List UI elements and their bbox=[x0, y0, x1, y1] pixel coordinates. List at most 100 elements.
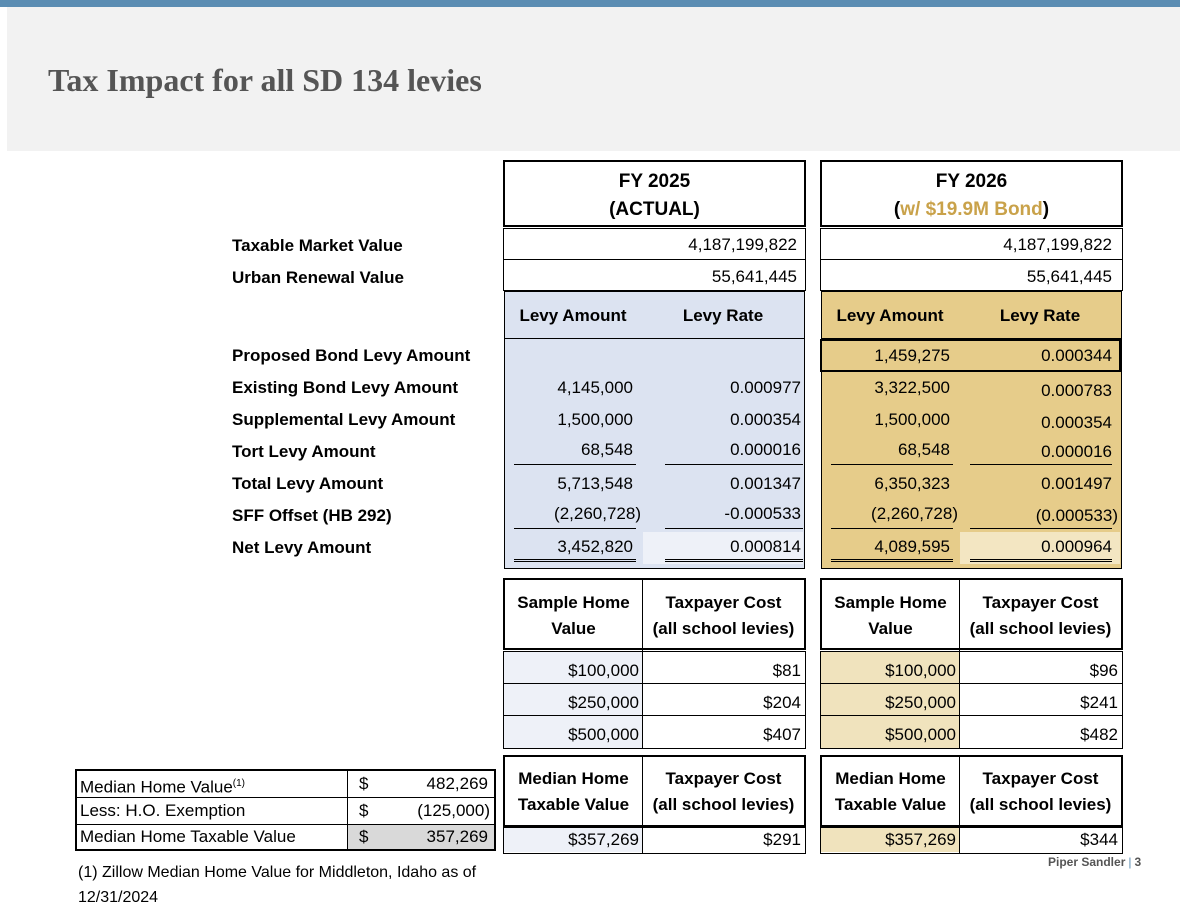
fy2026-levy-panel bbox=[821, 291, 1122, 569]
fy2026-net-amount-double-rule bbox=[831, 559, 953, 562]
fy2025-sff-rate-rule bbox=[665, 528, 803, 529]
fy2025-sample-body-box bbox=[503, 651, 806, 749]
fy2026-net-rate-cell bbox=[960, 532, 1120, 564]
fy2026-sample-cost-3: $482 bbox=[1080, 725, 1118, 744]
fy2026-sample-body-box bbox=[820, 651, 1123, 749]
fy2025-existing-amount: 4,145,000 bbox=[557, 378, 633, 397]
median-row-home-value: Median Home Value(1) $ 482,269 bbox=[77, 771, 494, 797]
brand-separator: | bbox=[1128, 855, 1132, 869]
brand-footer: Piper Sandler | 3 bbox=[1048, 855, 1141, 869]
fy2026-sample-head-1b: Value bbox=[868, 619, 913, 638]
fy2026-sample-head-2a: Taxpayer Cost bbox=[982, 593, 1099, 612]
fy2025-header-line1: FY 2025 bbox=[618, 171, 691, 192]
fy2026-tort-amount-rule bbox=[831, 464, 953, 465]
median-row1-label-cell: Median Home Value(1) bbox=[80, 771, 245, 797]
fy2026-header-line2: (w/ $19.9M Bond) bbox=[820, 199, 1123, 221]
fy2025-sample-head-2a: Taxpayer Cost bbox=[665, 593, 782, 612]
fy2025-sample-value-column bbox=[504, 652, 642, 748]
fy2026-median-cost: $344 bbox=[1080, 830, 1118, 849]
fy2025-sample-cost-1: $81 bbox=[772, 661, 801, 680]
fy2026-taxable-market-value: 4,187,199,822 bbox=[1003, 235, 1112, 254]
label-existing-bond: Existing Bond Levy Amount bbox=[232, 378, 459, 397]
label-total: Total Levy Amount bbox=[232, 474, 384, 493]
fy2026-sff-amount-rule bbox=[831, 528, 953, 529]
fy2026-median-value-cell bbox=[821, 828, 959, 852]
fy2025-sample-cost-2: $204 bbox=[763, 693, 801, 712]
fy2026-net-amount: 4,089,595 bbox=[874, 537, 950, 556]
fy2026-median-head-1a: Median Home bbox=[835, 769, 946, 788]
fy2026-median-head-2a: Taxpayer Cost bbox=[982, 769, 1099, 788]
fy2026-sample-header-box bbox=[820, 578, 1123, 650]
fy2026-sff-rate: (0.000533) bbox=[1035, 506, 1118, 525]
page-title: Tax Impact for all SD 134 levies bbox=[48, 62, 482, 98]
fy2025-net-rate: 0.000814 bbox=[730, 537, 801, 556]
label-tort: Tort Levy Amount bbox=[232, 442, 376, 461]
fy2026-total-rate: 0.001497 bbox=[1041, 474, 1112, 493]
fy2026-median-body-box bbox=[820, 827, 1123, 854]
brand-name: Piper Sandler bbox=[1048, 855, 1126, 869]
fy2025-levy-header-divider bbox=[504, 338, 805, 339]
fy2026-header-bond: w/ $19.9M Bond bbox=[900, 199, 1043, 220]
fy2025-sample-value-1: $100,000 bbox=[568, 661, 639, 680]
fy2025-median-head-2b: (all school levies) bbox=[652, 795, 795, 814]
label-taxable-market-value: Taxable Market Value bbox=[232, 236, 403, 255]
fy2025-col-levy-rate: Levy Rate bbox=[682, 306, 764, 325]
fy2026-supplemental-amount: 1,500,000 bbox=[874, 410, 950, 429]
fy2026-proposed-bond-highlight bbox=[820, 339, 1121, 372]
median-row1-value: 482,269 bbox=[426, 774, 488, 793]
fy2025-supplemental-amount: 1,500,000 bbox=[557, 410, 633, 429]
fy2026-sample-value-1: $100,000 bbox=[885, 661, 956, 680]
fy2026-sample-value-2: $250,000 bbox=[885, 693, 956, 712]
fy2025-median-cost: $291 bbox=[763, 830, 801, 849]
label-sff-offset: SFF Offset (HB 292) bbox=[232, 506, 392, 525]
fy2025-existing-rate: 0.000977 bbox=[730, 378, 801, 397]
fy2026-sample-value-3: $500,000 bbox=[885, 725, 956, 744]
fy2025-levy-panel bbox=[504, 291, 805, 569]
fy2025-median-value: $357,269 bbox=[568, 830, 639, 849]
median-row3-value-shade bbox=[348, 825, 494, 849]
fy2026-sample-head-2b: (all school levies) bbox=[969, 619, 1112, 638]
fy2025-sample-value-2: $250,000 bbox=[568, 693, 639, 712]
fy2026-header-paren-open: ( bbox=[893, 199, 901, 220]
fy2025-net-amount-double-rule bbox=[514, 559, 636, 562]
fy2025-total-rate: 0.001347 bbox=[730, 474, 801, 493]
fy2025-net-rate-cell bbox=[643, 532, 803, 564]
median-row2-label: Less: H.O. Exemption bbox=[80, 801, 246, 820]
fy2025-tort-rate-rule bbox=[665, 464, 803, 465]
median-row-rule-1 bbox=[77, 797, 494, 798]
fy2026-col-levy-amount: Levy Amount bbox=[836, 306, 944, 325]
fy2025-header-box bbox=[503, 160, 806, 227]
median-row2-value: (125,000) bbox=[417, 801, 490, 820]
median-row1-label: Median Home Value bbox=[80, 777, 233, 797]
fy2026-median-header-box bbox=[820, 755, 1123, 827]
fy2026-existing-rate: 0.000783 bbox=[1041, 381, 1112, 400]
fy2026-median-head-2b: (all school levies) bbox=[969, 795, 1112, 814]
fy2025-urv-box bbox=[503, 259, 806, 291]
fy2026-sample-row-rule-1 bbox=[821, 683, 1122, 684]
fy2025-median-head-1a: Median Home bbox=[518, 769, 629, 788]
footnote: (1) Zillow Median Home Value for Middlet… bbox=[78, 864, 477, 906]
fy2025-col-levy-amount: Levy Amount bbox=[519, 306, 627, 325]
fy2026-sff-rate-rule bbox=[970, 528, 1112, 529]
fy2026-header-paren-close: ) bbox=[1042, 199, 1050, 220]
fy2026-existing-amount: 3,322,500 bbox=[874, 378, 950, 397]
fy2025-median-header-box bbox=[503, 755, 806, 827]
fy2026-sample-divider bbox=[959, 578, 960, 748]
fy2026-median-head-1b: Taxable Value bbox=[834, 795, 947, 814]
fy2026-proposed-amount: 1,459,275 bbox=[874, 346, 950, 365]
fy2025-sample-value-3: $500,000 bbox=[568, 725, 639, 744]
fy2026-net-rate: 0.000964 bbox=[1041, 537, 1112, 556]
fy2025-net-amount: 3,452,820 bbox=[557, 537, 633, 556]
fy2026-supplemental-rate: 0.000354 bbox=[1041, 413, 1112, 432]
fy2026-proposed-rate: 0.000344 bbox=[1041, 346, 1112, 365]
label-net-levy: Net Levy Amount bbox=[232, 538, 372, 557]
fy2025-net-rate-double-rule bbox=[665, 559, 803, 562]
fy2026-tort-rate: 0.000016 bbox=[1041, 442, 1112, 461]
fy2025-sample-divider bbox=[642, 578, 643, 748]
fy2026-median-divider bbox=[959, 755, 960, 853]
median-row-taxable-value: Median Home Taxable Value $ 357,269 bbox=[77, 824, 494, 850]
fy2025-sff-amount-rule bbox=[514, 528, 636, 529]
fy2026-net-rate-double-rule bbox=[970, 559, 1112, 562]
fy2026-col-levy-rate: Levy Rate bbox=[999, 306, 1081, 325]
label-supplemental: Supplemental Levy Amount bbox=[232, 410, 456, 429]
